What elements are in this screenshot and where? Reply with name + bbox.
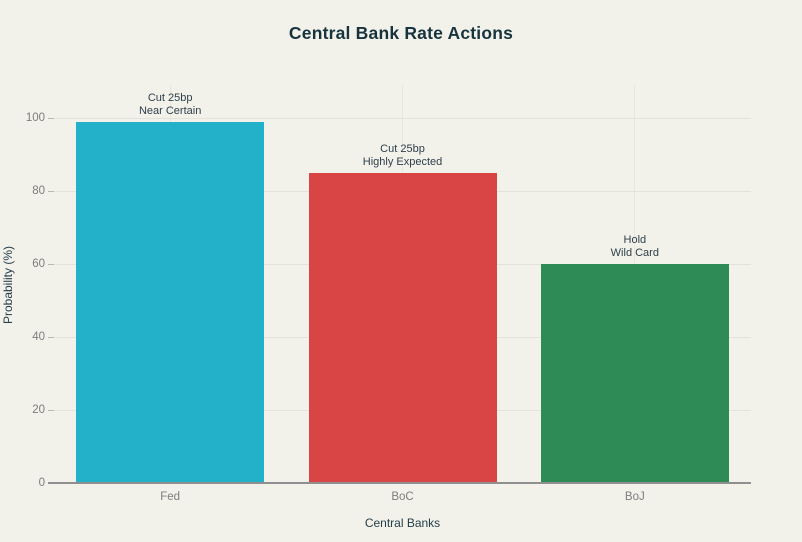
y-tick-mark [48,190,54,192]
x-tick-label: BoC [391,491,414,503]
x-tick-label: Fed [160,491,181,503]
bar [76,121,265,483]
y-tick-mark [48,336,54,338]
annotation-line: Near Certain [138,104,202,117]
x-axis-line [48,482,751,484]
y-tick-label: 40 [32,331,45,343]
x-tick-label: BoJ [624,491,645,503]
bar-annotation: Cut 25bp Near Certain [60,92,280,118]
bar [308,172,497,483]
annotation-line: Hold [623,234,647,246]
annotation-line: Highly Expected [362,155,443,168]
y-tick-mark [48,263,54,265]
y-tick-label: 100 [25,112,45,124]
x-axis-title: Central Banks [364,516,441,530]
annotation-line: Cut 25bp [380,142,425,155]
y-tick-label: 60 [32,258,45,270]
y-tick-label: 20 [32,404,45,416]
annotation-line: Cut 25bp [147,91,193,104]
bar [540,264,729,483]
y-tick-mark [48,409,54,411]
y-tick-label: 80 [32,185,45,197]
chart-title: Central Bank Rate Actions [288,23,514,43]
horizontal-gridline [54,117,751,119]
y-tick-mark [48,117,54,119]
bar-annotation: Cut 25bp Highly Expected [293,143,513,169]
y-tick-label: 0 [38,477,45,489]
bar-annotation: Hold Wild Card [525,234,745,260]
annotation-line: Wild Card [610,247,659,259]
